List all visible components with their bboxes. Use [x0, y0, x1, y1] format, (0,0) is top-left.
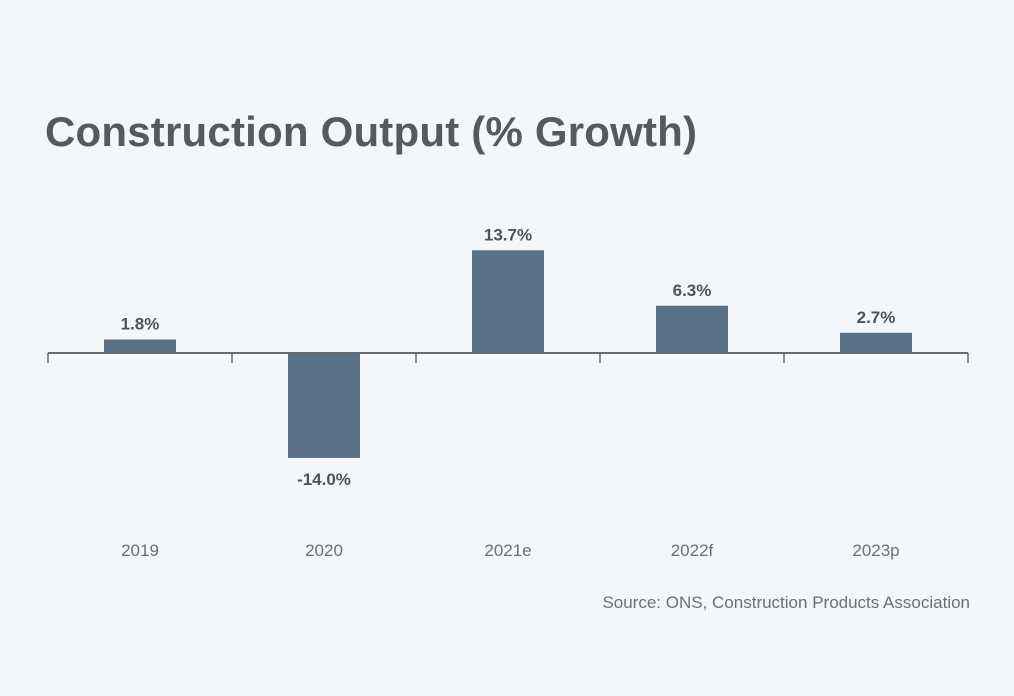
- category-label-2022f: 2022f: [671, 541, 714, 560]
- data-labels-layer: 1.8% -14.0% 13.7% 6.3% 2.7%: [121, 225, 896, 489]
- source-note: Source: ONS, Construction Products Assoc…: [602, 593, 970, 612]
- x-axis: [47, 352, 969, 363]
- chart-title: Construction Output (% Growth): [45, 108, 698, 155]
- bar-2019: [104, 339, 176, 353]
- data-label-2023p: 2.7%: [857, 308, 896, 327]
- data-label-2019: 1.8%: [121, 315, 160, 334]
- data-label-2021e: 13.7%: [484, 225, 532, 244]
- category-label-2023p: 2023p: [852, 541, 899, 560]
- category-label-2020: 2020: [305, 541, 343, 560]
- bar-2022f: [656, 305, 728, 353]
- bar-2023p: [840, 332, 912, 353]
- data-label-2020: -14.0%: [297, 470, 351, 489]
- bars-layer: [104, 250, 912, 458]
- bar-2021e: [472, 250, 544, 353]
- bar-2020: [288, 353, 360, 458]
- data-label-2022f: 6.3%: [673, 281, 712, 300]
- category-labels-layer: 2019 2020 2021e 2022f 2023p: [121, 541, 900, 560]
- category-label-2021e: 2021e: [484, 541, 531, 560]
- category-label-2019: 2019: [121, 541, 159, 560]
